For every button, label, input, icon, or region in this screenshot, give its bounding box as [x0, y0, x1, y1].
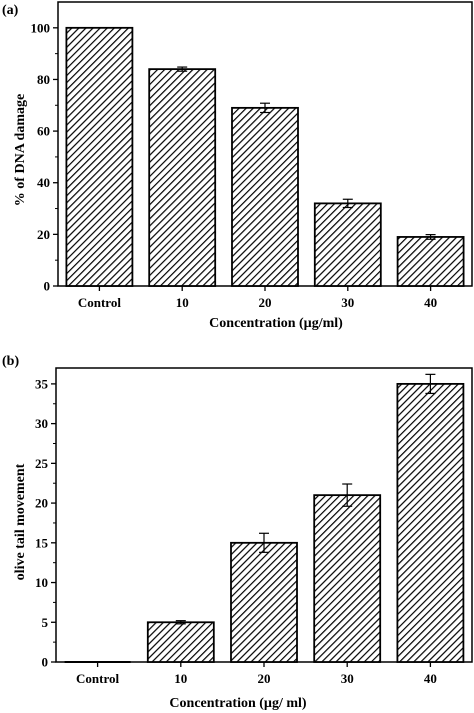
panel-b-x-tick-label: Control: [76, 671, 119, 686]
panel-b-x-tick-label: 40: [424, 671, 437, 686]
panel-b-bar-10: [146, 621, 215, 663]
panel-b-y-tick-label: 0: [42, 655, 49, 670]
panel-a-x-tick-label: 30: [341, 295, 354, 310]
panel-a-x-tick-label: 40: [424, 295, 437, 310]
panel-b-y-tick-label: 25: [35, 456, 49, 471]
panel-a-y-tick-label: 40: [37, 175, 50, 190]
panel-a-y-tick-label: 100: [31, 20, 51, 35]
panel-a-y-axis-title: % of DNA damage: [13, 94, 28, 206]
panel-b-x-axis-title: Concentration (µg/ ml): [169, 696, 306, 711]
panel-a-y-tick-label: 20: [37, 227, 50, 242]
panel-b-bar-20: [230, 541, 298, 663]
panel-a-x-tick-label: 10: [176, 295, 189, 310]
panel-a-bar-Control: [65, 26, 134, 287]
panel-a-plot-area: 0 20 40 60 80 100 Control 10 20 30 40: [31, 1, 473, 310]
panel-b-x-tick-label: 10: [174, 671, 187, 686]
panel-a-chart: (a) % of DNA damage Concentration (µg/ml…: [2, 1, 473, 331]
panel-a-x-tick-label: 20: [259, 295, 272, 310]
panel-a-x-axis-title: Concentration (µg/ml): [209, 316, 343, 331]
panel-b-label: (b): [2, 354, 19, 369]
panel-b-y-tick-label: 35: [35, 376, 49, 391]
panel-a-bar-20: [231, 106, 299, 287]
panel-a-x-tick-label: Control: [78, 295, 121, 310]
panel-b-y-tick-label: 10: [35, 575, 48, 590]
panel-a-y-tick-label: 80: [37, 72, 50, 87]
panel-b-y-axis-title: olive tail movement: [13, 463, 28, 580]
panel-a-y-tick-label: 0: [44, 279, 51, 294]
panel-b-y-tick-label: 20: [35, 496, 48, 511]
panel-a-bar-40: [396, 236, 465, 287]
panel-a-y-tick-label: 60: [37, 124, 50, 139]
panel-b-x-tick-label: 30: [341, 671, 354, 686]
panel-b-x-tick-label: 20: [258, 671, 271, 686]
panel-b-chart: (b) olive tail movement Concentration (µ…: [2, 354, 473, 711]
panel-a-label: (a): [2, 3, 19, 18]
panel-b-y-tick-label: 15: [35, 535, 49, 550]
panel-b-y-tick-label: 5: [42, 615, 49, 630]
panel-a-bar-30: [313, 202, 382, 287]
panel-b-bar-30: [313, 494, 382, 663]
panel-b-y-tick-label: 30: [35, 416, 48, 431]
panel-b-plot-area: 0 5 10 15 20 25 30 35 Control 10 20 30 40: [35, 367, 473, 686]
panel-a-bar-10: [148, 68, 217, 287]
panel-b-bar-40: [396, 382, 465, 663]
